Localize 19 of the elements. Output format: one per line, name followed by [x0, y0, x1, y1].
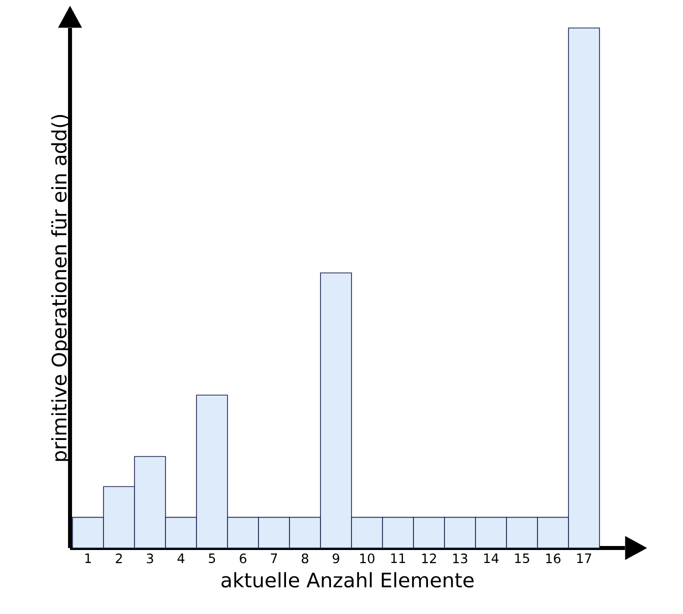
x-tick-label: 5: [208, 554, 215, 564]
x-tick-label: 2: [116, 554, 122, 564]
x-tick-label: 1: [85, 554, 91, 563]
y-axis-title: primitive Operationen für ein add(): [51, 114, 71, 461]
x-tick-label: 3: [146, 554, 154, 564]
x-tick-label: 12: [422, 554, 436, 564]
x-tick-label: 10: [360, 554, 374, 564]
x-tick-label: 13: [453, 554, 468, 564]
x-axis-title: aktuelle Anzahl Elemente: [222, 572, 474, 588]
x-tick-label: 14: [484, 554, 499, 563]
x-tick-label: 16: [546, 554, 560, 564]
x-tick-label: 11: [391, 554, 406, 563]
x-tick-label: 8: [302, 554, 308, 564]
x-tick-label: 7: [270, 554, 278, 563]
x-tick-label: 6: [240, 554, 246, 564]
x-tick-label: 9: [332, 554, 340, 564]
x-tick-label: 4: [178, 554, 184, 563]
x-tick-label: 15: [515, 554, 530, 564]
x-tick-label: 17: [577, 554, 592, 563]
